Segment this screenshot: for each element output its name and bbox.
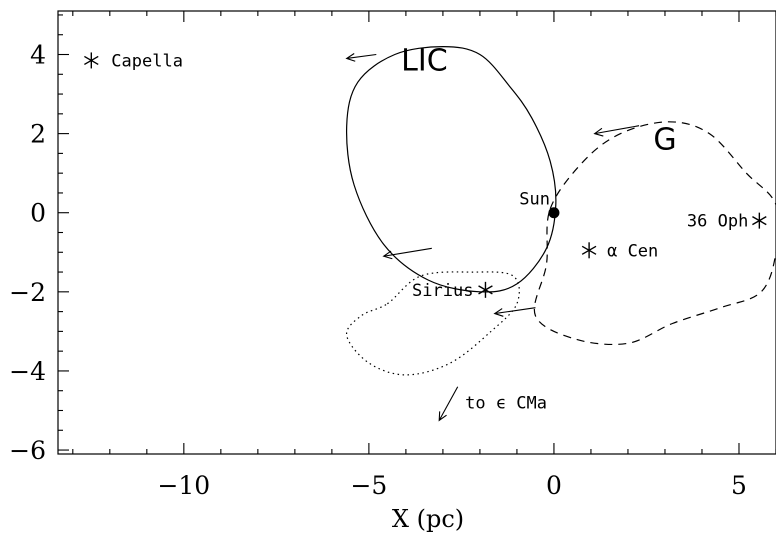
star-label: 36 Oph: [687, 212, 748, 232]
star-marker: [478, 281, 493, 298]
cloud-motion-arrow: [593, 125, 640, 137]
y-tick-label: 4: [30, 41, 46, 70]
cloud-motion-arrow: [493, 307, 536, 317]
unnamed-cloud-outline: [346, 271, 520, 376]
cloud-motion-arrow: [382, 247, 432, 260]
star-label: Capella: [111, 51, 183, 71]
annotation-label: to ϵ CMa: [465, 394, 547, 414]
axis-tick-labels: −10 −5 0 5 4 2 0 −2 −4 −6: [9, 41, 747, 500]
x-axis-title: X (pc): [392, 505, 464, 533]
star-layer: Capella Sirius α Cen 36 Oph Sun: [84, 51, 767, 301]
cloud-label: LIC: [401, 43, 448, 78]
annotation-arrow: [438, 386, 459, 422]
y-tick-label: −2: [9, 278, 46, 307]
sun-marker: [548, 207, 560, 219]
star-marker: [84, 52, 99, 69]
y-tick-label: 2: [30, 120, 46, 149]
sun-label: Sun: [519, 190, 550, 210]
star-label: Sirius: [412, 281, 473, 301]
x-tick-label: −5: [350, 471, 387, 500]
cloud-motion-arrow: [345, 53, 377, 62]
x-tick-label: 5: [731, 471, 747, 500]
cloud-layer: LIC G: [345, 43, 776, 376]
y-tick-label: 0: [30, 199, 46, 228]
x-tick-label: 0: [546, 471, 562, 500]
annotation-layer: to ϵ CMa: [438, 386, 547, 422]
star-marker: [752, 212, 767, 229]
x-tick-label: −10: [157, 471, 210, 500]
y-tick-label: −4: [9, 357, 46, 386]
star-marker: [581, 242, 597, 259]
g-cloud-outline: [533, 121, 776, 346]
star-label: α Cen: [607, 241, 658, 261]
axis-ticks: [58, 11, 776, 454]
cloud-label: G: [653, 122, 676, 157]
lic-cloud-outline: [345, 45, 557, 293]
y-tick-label: −6: [9, 436, 46, 465]
